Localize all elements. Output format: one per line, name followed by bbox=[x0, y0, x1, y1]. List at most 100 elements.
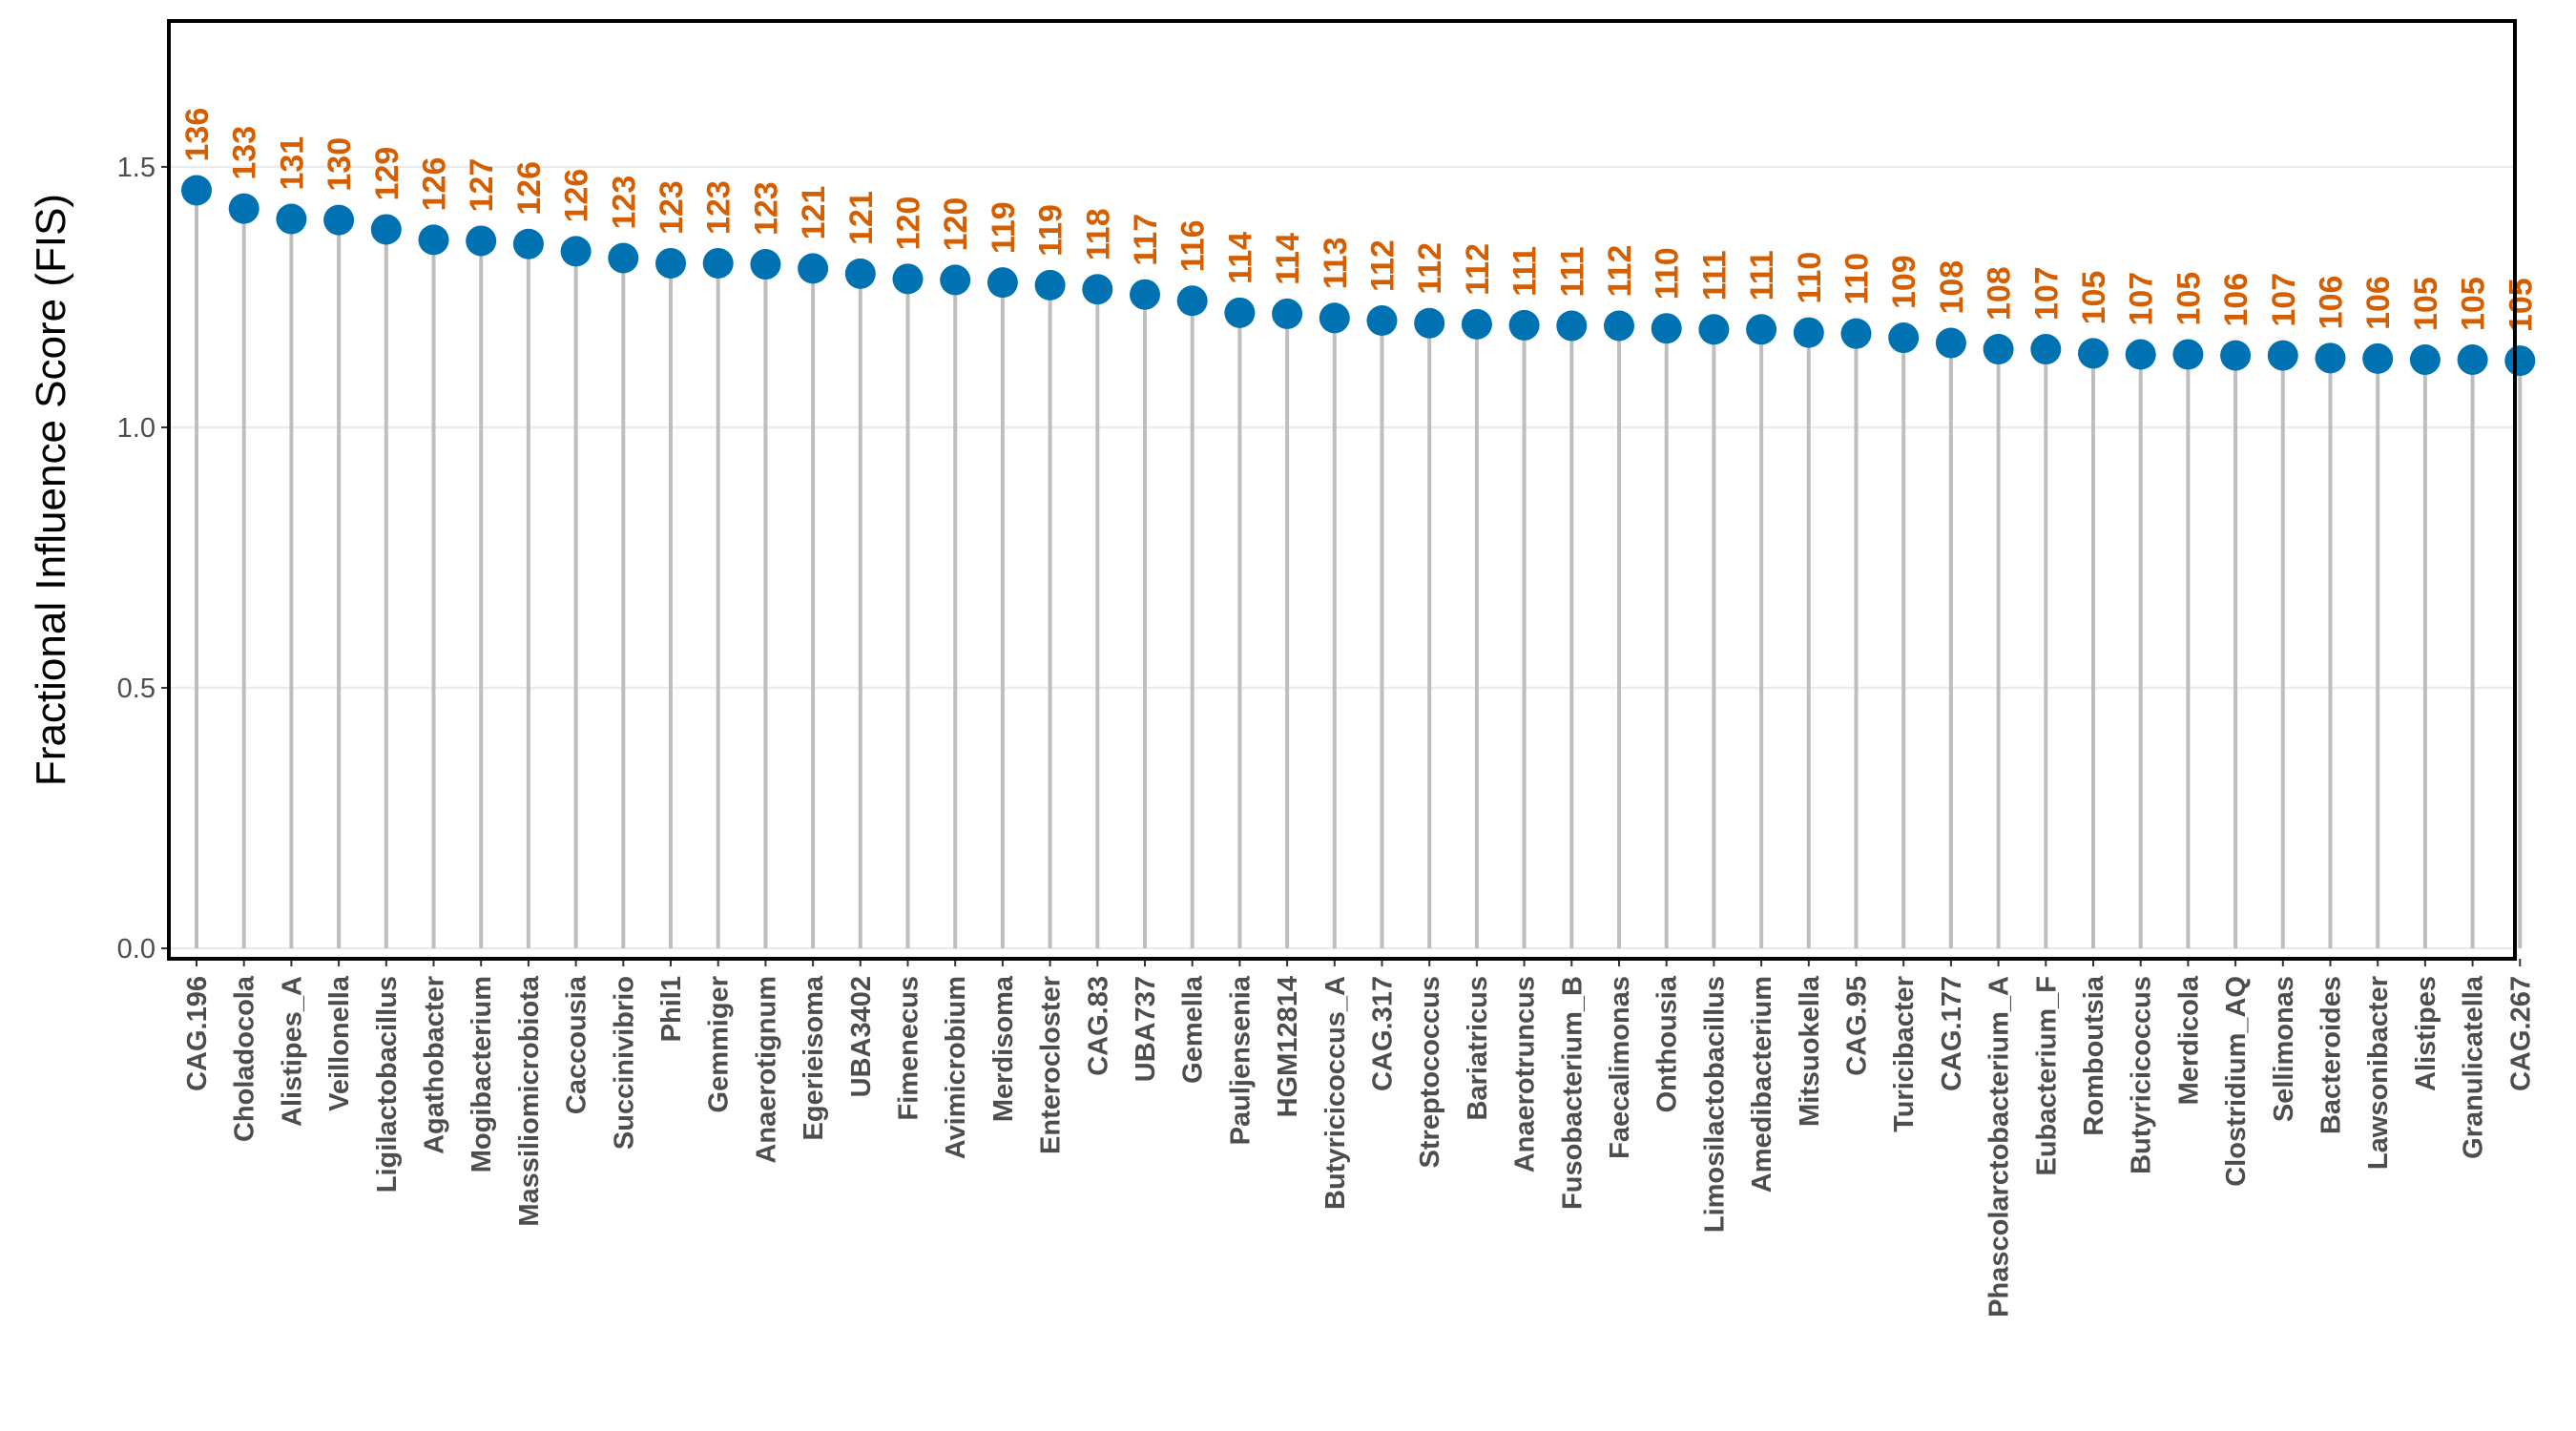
count-label-Sellimonas: 107 bbox=[2266, 273, 2302, 327]
count-label-Avimicrobium: 120 bbox=[938, 197, 974, 252]
category-label-UBA737: UBA737 bbox=[1131, 976, 1161, 1082]
point-Pauljensenia bbox=[1224, 297, 1256, 328]
count-label-Streptococcus: 112 bbox=[1412, 242, 1448, 295]
category-label-Enterocloster: Enterocloster bbox=[1036, 976, 1067, 1154]
y-tick-label: 1.0 bbox=[117, 413, 156, 444]
category-label-CAG.317: CAG.317 bbox=[1368, 976, 1399, 1091]
category-label-Ligilactobacillus: Ligilactobacillus bbox=[372, 976, 403, 1192]
count-label-UBA3402: 121 bbox=[843, 191, 880, 245]
point-UBA737 bbox=[1130, 279, 1160, 310]
point-Faecalimonas bbox=[1604, 310, 1634, 342]
count-label-Phil1: 123 bbox=[654, 180, 690, 235]
category-label-Massiliomicrobiota: Massiliomicrobiota bbox=[514, 975, 545, 1227]
point-Egerieisoma bbox=[798, 253, 829, 284]
count-label-Veillonella: 130 bbox=[322, 137, 358, 192]
count-label-CAG.196: 136 bbox=[179, 108, 216, 162]
point-Succinivibrio bbox=[608, 242, 639, 274]
count-label-Butyricicoccus_A: 113 bbox=[1318, 237, 1354, 289]
count-label-Romboutsia: 105 bbox=[2076, 271, 2112, 325]
category-label-Choladocola: Choladocola bbox=[230, 975, 260, 1142]
category-label-CAG.196: CAG.196 bbox=[182, 976, 213, 1091]
category-label-Turicibacter: Turicibacter bbox=[1889, 976, 1920, 1132]
count-label-Fusobacterium_B: 111 bbox=[1554, 246, 1590, 297]
category-label-Onthousia: Onthousia bbox=[1652, 975, 1683, 1112]
count-label-Butyricicoccus: 107 bbox=[2124, 272, 2160, 326]
point-Sellimonas bbox=[2267, 340, 2298, 371]
lollipop-stems bbox=[195, 190, 2523, 949]
point-Phil1 bbox=[655, 247, 686, 279]
point-Mogibacterium bbox=[466, 225, 497, 257]
point-Butyricicoccus_A bbox=[1319, 302, 1350, 334]
point-Anaerotignum bbox=[750, 249, 781, 280]
category-label-Romboutsia: Romboutsia bbox=[2079, 975, 2109, 1135]
point-Lawsonibacter bbox=[2362, 342, 2394, 374]
count-label-Caccousia: 126 bbox=[559, 169, 595, 223]
category-label-Amedibacterium: Amedibacterium bbox=[1747, 976, 1777, 1192]
point-UBA3402 bbox=[844, 258, 876, 289]
point-Phascolarctobacterium_A bbox=[1983, 334, 2014, 365]
category-label-Faecalimonas: Faecalimonas bbox=[1605, 976, 1635, 1159]
category-label-Alistipes_A: Alistipes_A bbox=[277, 976, 307, 1127]
point-CAG.177 bbox=[1935, 327, 1966, 359]
category-label-Egerieisoma: Egerieisoma bbox=[799, 975, 829, 1140]
count-label-HGM12814: 114 bbox=[1270, 233, 1306, 285]
point-Streptococcus bbox=[1414, 307, 1445, 339]
category-label-Phil1: Phil1 bbox=[656, 976, 687, 1042]
category-label-UBA3402: UBA3402 bbox=[846, 976, 877, 1097]
count-label-Anaerotignum: 123 bbox=[748, 181, 784, 236]
count-label-Ligilactobacillus: 129 bbox=[369, 147, 405, 201]
category-label-CAG.177: CAG.177 bbox=[1937, 976, 1967, 1091]
category-label-Granulicatella: Granulicatella bbox=[2459, 975, 2489, 1159]
category-label-Agathobacter: Agathobacter bbox=[420, 976, 450, 1154]
count-label-Mitsuokella: 110 bbox=[1792, 252, 1828, 304]
point-Clostridium_AQ bbox=[2220, 340, 2252, 371]
count-label-CAG.267: 105 bbox=[2503, 278, 2539, 332]
count-label-Gemmiger: 123 bbox=[701, 180, 737, 235]
category-label-HGM12814: HGM12814 bbox=[1273, 976, 1303, 1117]
point-Caccousia bbox=[560, 236, 592, 267]
category-label-Succinivibrio: Succinivibrio bbox=[609, 976, 639, 1150]
count-label-Lawsonibacter: 106 bbox=[2360, 276, 2397, 330]
category-label-Anaerotruncus: Anaerotruncus bbox=[1510, 976, 1541, 1172]
count-label-Choladocola: 133 bbox=[227, 126, 263, 180]
count-label-Enterocloster: 119 bbox=[1033, 204, 1070, 257]
point-CAG.196 bbox=[181, 175, 212, 206]
count-label-Limosilactobacillus: 111 bbox=[1696, 250, 1733, 301]
category-label-Merdicola: Merdicola bbox=[2173, 975, 2204, 1105]
x-axis-labels: CAG.196 Choladocola Alistipes_A Veillonella… bbox=[182, 959, 2536, 1317]
lollipop-points bbox=[181, 175, 2536, 377]
category-label-Lawsonibacter: Lawsonibacter bbox=[2363, 976, 2394, 1170]
point-Avimicrobium bbox=[940, 264, 971, 296]
count-label-Turicibacter: 109 bbox=[1886, 255, 1922, 309]
grid-lines bbox=[169, 165, 2515, 950]
point-CAG.95 bbox=[1840, 318, 1872, 349]
count-label-Bacteroides: 106 bbox=[2314, 276, 2350, 330]
count-label-Massiliomicrobiota: 126 bbox=[511, 161, 548, 216]
point-Amedibacterium bbox=[1746, 314, 1777, 345]
count-labels: 136 133 131 130 129 126 127 126 126 123 123 123 123 1… bbox=[179, 108, 2539, 332]
count-label-Clostridium_AQ: 106 bbox=[2218, 273, 2254, 327]
count-label-Egerieisoma: 121 bbox=[796, 186, 832, 240]
y-axis-title: Fractional Influence Score (FIS) bbox=[28, 194, 74, 786]
count-label-Merdisoma: 119 bbox=[986, 201, 1022, 254]
point-Mitsuokella bbox=[1793, 317, 1824, 348]
count-label-Anaerotruncus: 111 bbox=[1507, 246, 1544, 297]
point-Enterocloster bbox=[1034, 269, 1066, 301]
category-label-Streptococcus: Streptococcus bbox=[1415, 976, 1445, 1168]
category-label-Caccousia: Caccousia bbox=[562, 975, 592, 1114]
count-label-Alistipes_A: 131 bbox=[274, 136, 310, 191]
point-Gemmiger bbox=[702, 247, 734, 279]
category-label-Pauljensenia: Pauljensenia bbox=[1225, 975, 1256, 1145]
count-label-CAG.317: 112 bbox=[1365, 239, 1402, 292]
point-Eubacterium_F bbox=[2030, 334, 2062, 365]
count-label-Onthousia: 110 bbox=[1650, 247, 1686, 300]
category-label-Phascolarctobacterium_A: Phascolarctobacterium_A bbox=[1984, 976, 2015, 1317]
count-label-Merdicola: 105 bbox=[2171, 272, 2207, 326]
point-Gemella bbox=[1176, 285, 1208, 317]
point-Alistipes_A bbox=[276, 203, 307, 235]
category-label-Mitsuokella: Mitsuokella bbox=[1795, 975, 1825, 1127]
y-tick-label: 0.0 bbox=[117, 934, 156, 964]
point-Granulicatella bbox=[2457, 343, 2488, 375]
count-label-CAG.83: 118 bbox=[1080, 208, 1116, 260]
point-Onthousia bbox=[1651, 313, 1682, 344]
